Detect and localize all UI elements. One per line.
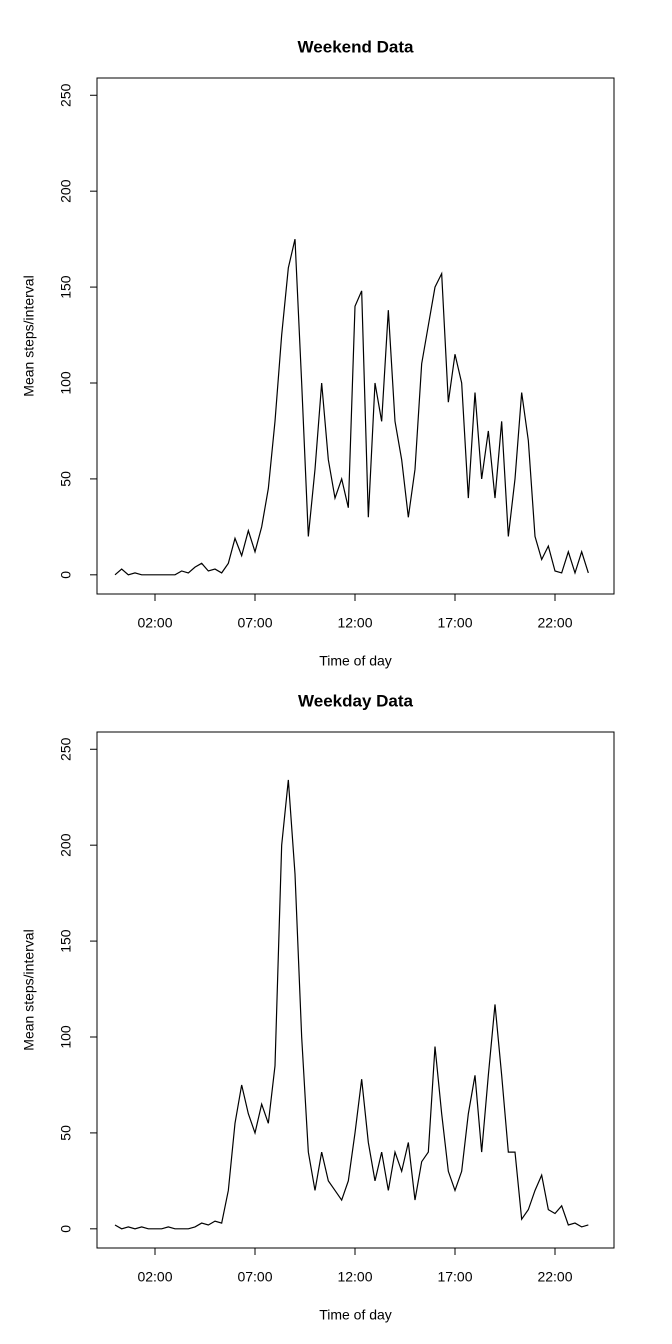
x-tick-label: 12:00: [337, 1269, 372, 1285]
x-axis-label: Time of day: [319, 1307, 392, 1323]
chart-title: Weekday Data: [298, 691, 414, 710]
x-axis-label: Time of day: [319, 653, 392, 669]
y-axis-label: Mean steps/interval: [21, 275, 37, 396]
x-tick-label: 02:00: [137, 615, 172, 631]
y-tick-label: 200: [58, 179, 74, 203]
y-tick-label: 0: [58, 571, 74, 579]
y-tick-label: 100: [58, 371, 74, 395]
x-tick-label: 07:00: [237, 1269, 272, 1285]
y-tick-label: 250: [58, 83, 74, 107]
plot-box: [96, 77, 615, 595]
y-axis-label: Mean steps/interval: [21, 929, 37, 1050]
x-tick-label: 22:00: [537, 615, 572, 631]
x-tick-label: 17:00: [437, 1269, 472, 1285]
data-line: [114, 779, 589, 1230]
y-tick-label: 150: [58, 275, 74, 299]
x-tick-label: 22:00: [537, 1269, 572, 1285]
y-tick-label: 50: [58, 471, 74, 487]
y-tick-label: 150: [58, 929, 74, 953]
y-tick-label: 250: [58, 737, 74, 761]
chart-title: Weekend Data: [298, 37, 414, 56]
plot-box: [96, 731, 615, 1249]
data-line: [114, 238, 589, 576]
x-tick-label: 02:00: [137, 1269, 172, 1285]
y-tick-label: 200: [58, 833, 74, 857]
y-tick-label: 100: [58, 1025, 74, 1049]
x-tick-label: 17:00: [437, 615, 472, 631]
x-tick-label: 12:00: [337, 615, 372, 631]
y-tick-label: 50: [58, 1125, 74, 1141]
x-tick-label: 07:00: [237, 615, 272, 631]
y-tick-label: 0: [58, 1225, 74, 1233]
